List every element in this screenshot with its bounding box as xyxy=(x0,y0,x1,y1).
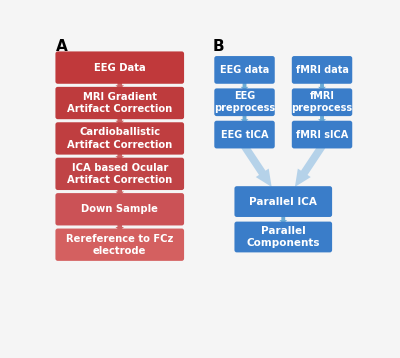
FancyBboxPatch shape xyxy=(234,222,332,252)
FancyBboxPatch shape xyxy=(292,121,352,149)
Polygon shape xyxy=(116,223,124,231)
FancyBboxPatch shape xyxy=(56,193,184,226)
Polygon shape xyxy=(295,144,325,187)
Text: Cardioballistic
Artifact Correction: Cardioballistic Artifact Correction xyxy=(67,127,172,150)
FancyBboxPatch shape xyxy=(292,56,352,84)
FancyBboxPatch shape xyxy=(292,88,352,116)
FancyBboxPatch shape xyxy=(234,186,332,217)
Polygon shape xyxy=(116,117,124,125)
Text: A: A xyxy=(56,39,68,54)
Text: fMRI sICA: fMRI sICA xyxy=(296,130,348,140)
Text: MRI Gradient
Artifact Correction: MRI Gradient Artifact Correction xyxy=(67,92,172,114)
Text: Parallel ICA: Parallel ICA xyxy=(249,197,317,207)
FancyBboxPatch shape xyxy=(56,87,184,119)
Polygon shape xyxy=(241,82,248,91)
FancyBboxPatch shape xyxy=(56,52,184,84)
Polygon shape xyxy=(279,215,287,224)
Polygon shape xyxy=(116,82,124,89)
Text: Parallel
Components: Parallel Components xyxy=(246,226,320,248)
FancyBboxPatch shape xyxy=(214,56,275,84)
Text: ICA based Ocular
Artifact Correction: ICA based Ocular Artifact Correction xyxy=(67,163,172,185)
Text: EEG Data: EEG Data xyxy=(94,63,146,73)
Text: fMRI data: fMRI data xyxy=(296,65,348,75)
Polygon shape xyxy=(241,114,248,123)
Text: Down Sample: Down Sample xyxy=(81,204,158,214)
Text: EEG tICA: EEG tICA xyxy=(221,130,268,140)
FancyBboxPatch shape xyxy=(56,158,184,190)
Text: fMRI
preprocess: fMRI preprocess xyxy=(292,91,352,113)
FancyBboxPatch shape xyxy=(214,121,275,149)
Polygon shape xyxy=(116,152,124,160)
Polygon shape xyxy=(116,188,124,195)
Polygon shape xyxy=(318,114,326,123)
Text: Rereference to FCz
electrode: Rereference to FCz electrode xyxy=(66,233,174,256)
FancyBboxPatch shape xyxy=(56,122,184,155)
Text: EEG
preprocess: EEG preprocess xyxy=(214,91,275,113)
Text: EEG data: EEG data xyxy=(220,65,269,75)
Text: B: B xyxy=(213,39,224,54)
Polygon shape xyxy=(318,82,326,91)
Polygon shape xyxy=(241,144,272,187)
FancyBboxPatch shape xyxy=(56,228,184,261)
FancyBboxPatch shape xyxy=(214,88,275,116)
